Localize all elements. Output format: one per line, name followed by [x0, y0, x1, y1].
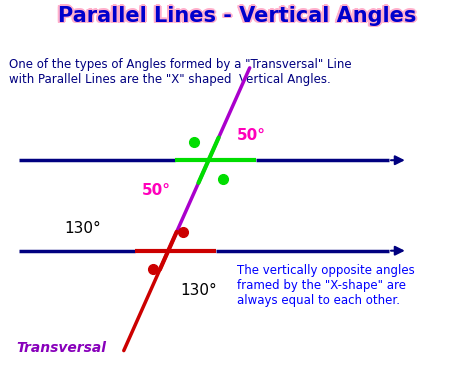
Text: Parallel Lines - Vertical Angles: Parallel Lines - Vertical Angles	[59, 7, 418, 27]
Text: Parallel Lines - Vertical Angles: Parallel Lines - Vertical Angles	[56, 7, 415, 27]
Text: One of the types of Angles formed by a "Transversal" Line
with Parallel Lines ar: One of the types of Angles formed by a "…	[9, 58, 352, 86]
Text: Parallel Lines - Vertical Angles: Parallel Lines - Vertical Angles	[56, 6, 414, 26]
Text: 50°: 50°	[142, 183, 171, 198]
Text: 130°: 130°	[64, 221, 101, 236]
Text: The vertically opposite angles
framed by the "X-shape" are
always equal to each : The vertically opposite angles framed by…	[237, 264, 415, 307]
Text: Parallel Lines - Vertical Angles: Parallel Lines - Vertical Angles	[58, 7, 416, 27]
Text: 130°: 130°	[180, 283, 217, 298]
Text: Parallel Lines - Vertical Angles: Parallel Lines - Vertical Angles	[56, 5, 415, 25]
Text: Parallel Lines - Vertical Angles: Parallel Lines - Vertical Angles	[58, 4, 416, 24]
Text: Parallel Lines - Vertical Angles: Parallel Lines - Vertical Angles	[59, 5, 418, 25]
Text: Parallel Lines - Vertical Angles: Parallel Lines - Vertical Angles	[58, 6, 416, 26]
Text: Parallel Lines - Vertical Angles: Parallel Lines - Vertical Angles	[60, 6, 418, 26]
Text: 50°: 50°	[237, 128, 266, 143]
Text: Transversal: Transversal	[17, 341, 107, 355]
